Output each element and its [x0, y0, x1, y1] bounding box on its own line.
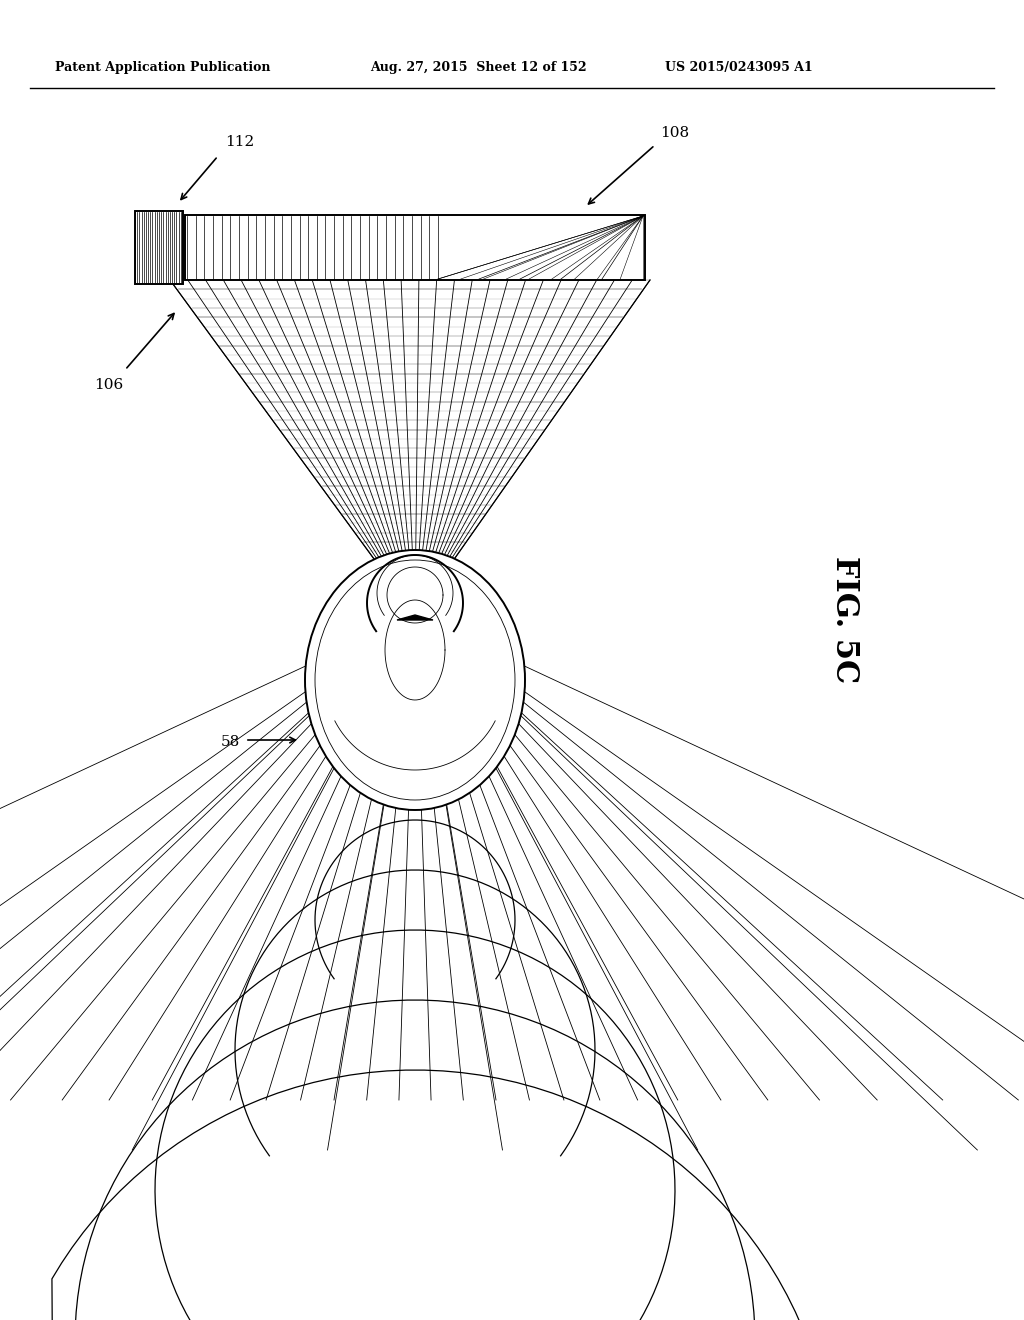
Bar — [185, 215, 645, 280]
Text: 106: 106 — [94, 378, 123, 392]
Bar — [135, 211, 183, 284]
Text: 108: 108 — [660, 125, 689, 140]
Polygon shape — [561, 216, 643, 279]
Text: Patent Application Publication: Patent Application Publication — [55, 62, 270, 74]
Polygon shape — [479, 216, 643, 279]
Polygon shape — [397, 615, 433, 620]
Ellipse shape — [305, 550, 525, 810]
Text: FIG. 5C: FIG. 5C — [829, 556, 860, 684]
Text: 58: 58 — [221, 735, 240, 748]
Ellipse shape — [315, 560, 515, 800]
Polygon shape — [438, 216, 643, 279]
Polygon shape — [520, 216, 643, 279]
Text: US 2015/0243095 A1: US 2015/0243095 A1 — [665, 62, 813, 74]
Text: 112: 112 — [225, 135, 254, 149]
Polygon shape — [602, 216, 643, 279]
Text: Aug. 27, 2015  Sheet 12 of 152: Aug. 27, 2015 Sheet 12 of 152 — [370, 62, 587, 74]
